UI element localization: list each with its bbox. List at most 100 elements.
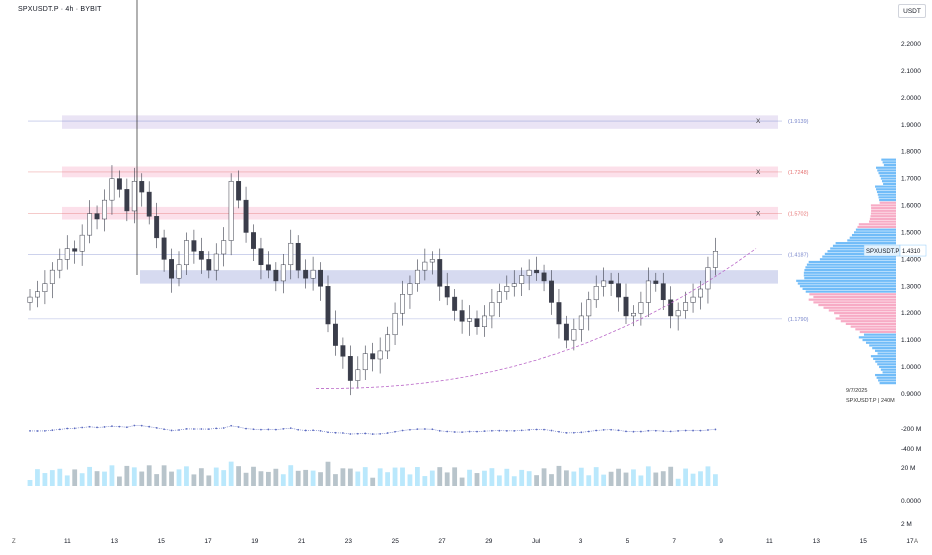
level-mark-1: X	[756, 169, 761, 176]
x-tick-label: 25	[392, 538, 400, 545]
candle	[631, 312, 636, 317]
vp-bar	[876, 166, 896, 169]
indicator-point	[654, 429, 657, 432]
candle	[64, 248, 70, 260]
candle	[333, 323, 338, 346]
level-label-1: (1.7248)	[788, 170, 809, 176]
vp-bar	[876, 188, 896, 191]
vp-bar	[870, 204, 896, 207]
vp-bar	[878, 172, 896, 175]
volume-bar	[452, 467, 458, 486]
vp-bar	[879, 382, 896, 385]
indicator-point	[476, 430, 478, 433]
indicator-point	[364, 432, 367, 435]
vp-bar	[880, 177, 896, 180]
volume-bar	[87, 466, 92, 486]
volume-bar	[94, 471, 100, 486]
candle	[571, 329, 577, 341]
candle	[139, 181, 145, 193]
volume-bar	[198, 468, 204, 486]
candle	[362, 353, 368, 371]
candle	[146, 191, 152, 217]
volume-bar	[564, 470, 569, 486]
overlay-layer: 9/7/2025 SPXUSDT.P | 240M Z A	[12, 388, 918, 545]
vp-bar	[862, 338, 896, 342]
vp-bar	[871, 209, 896, 212]
indicator-point	[587, 430, 590, 433]
candle	[437, 259, 443, 287]
volume-bar	[578, 467, 584, 486]
vp-bar	[849, 236, 896, 239]
candle	[27, 296, 33, 303]
indicator-point	[483, 430, 486, 433]
chart-title[interactable]: SPXUSDT.P · 4h · BYBIT	[18, 6, 102, 13]
volume-bar	[608, 471, 614, 486]
volume-bar	[623, 472, 629, 486]
vp-bar	[877, 193, 896, 196]
volume-bar	[571, 471, 577, 486]
price-axis[interactable]: 2.2000 2.1000 2.0000 1.9000 1.8000 1.7000 1.60…	[863, 41, 927, 528]
volume-bar	[236, 466, 241, 486]
indicator-point	[66, 427, 69, 430]
volume-bar	[325, 461, 331, 486]
volume-bar	[511, 476, 517, 486]
candle	[474, 318, 480, 327]
x-tick-label: 5	[626, 538, 630, 545]
candle	[556, 302, 562, 325]
volume-bar	[102, 471, 107, 486]
candle	[675, 310, 681, 317]
volume-bar	[690, 473, 696, 486]
candle	[452, 296, 458, 311]
candle	[131, 181, 137, 212]
indicator-point	[453, 431, 456, 433]
candle	[280, 264, 286, 282]
indicator-point	[118, 425, 121, 428]
level-label-0: (1.9139)	[788, 119, 809, 125]
zone-3	[140, 270, 778, 284]
candle	[705, 267, 711, 290]
candle	[109, 178, 115, 201]
vp-bar	[859, 330, 896, 334]
candle	[616, 283, 621, 298]
level-label-3: (1.4187)	[788, 252, 809, 258]
candle	[482, 315, 487, 327]
time-axis[interactable]: 11 13 15 17 19 21 23 25 27 29 Jul 3 5 7 9 11 13 15 17	[64, 538, 914, 545]
candle	[668, 299, 674, 317]
indicator-point	[699, 429, 702, 432]
vp-bar	[870, 212, 896, 215]
indicator-line	[29, 425, 716, 435]
x-tick-label: 11	[766, 538, 773, 545]
vp-bar	[875, 373, 896, 377]
volume-bar	[556, 465, 562, 486]
vp-bar	[835, 242, 896, 245]
candle	[310, 269, 316, 279]
vp-bar	[876, 190, 896, 194]
candle	[265, 264, 271, 271]
vp-bar	[865, 341, 896, 344]
vp-bar	[839, 314, 896, 317]
volume-bar	[534, 475, 539, 486]
vp-bar	[879, 201, 896, 204]
candle	[608, 280, 614, 284]
indicator-point	[647, 429, 650, 432]
volume-bar	[79, 473, 85, 486]
volume-bar	[221, 470, 227, 486]
candle	[243, 199, 249, 233]
candle	[42, 283, 48, 292]
indicator-point	[96, 426, 98, 429]
vp-bar	[827, 250, 896, 253]
vp-bar	[818, 303, 896, 307]
volume-bar	[400, 467, 405, 486]
volume-bar	[35, 469, 40, 486]
currency-button[interactable]: USDT	[898, 4, 926, 18]
indicator-point	[88, 425, 91, 428]
indicator-point	[684, 429, 687, 432]
volume-bar	[437, 467, 443, 486]
vp-bar	[883, 182, 896, 185]
volume-bar	[631, 469, 636, 486]
candle	[660, 283, 666, 301]
vp-bar	[877, 352, 896, 355]
candle	[191, 240, 197, 252]
